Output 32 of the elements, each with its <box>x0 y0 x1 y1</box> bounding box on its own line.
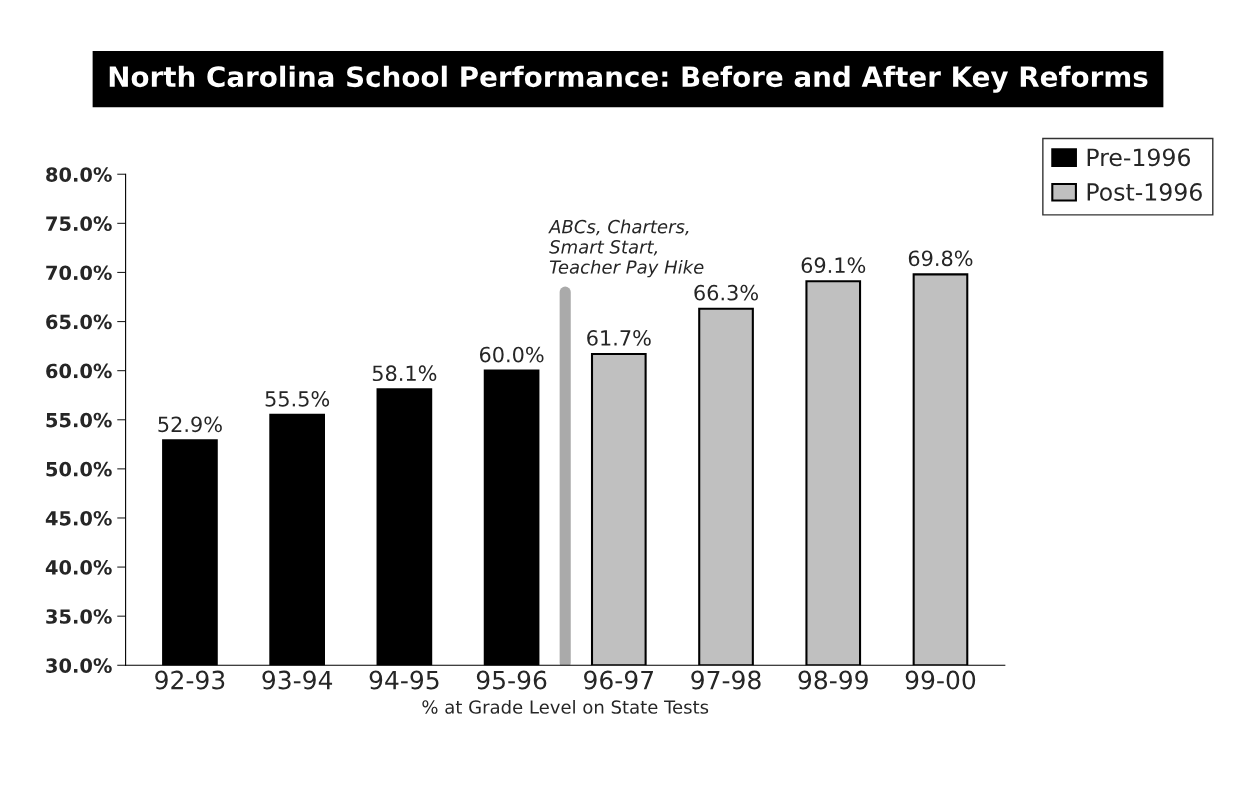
y-tick-label: 80.0% <box>46 167 112 182</box>
data-label: 52.9% <box>158 416 222 433</box>
y-tick-label: 50.0% <box>46 461 112 477</box>
legend-label: Post-1996 <box>1087 183 1202 201</box>
y-tick-label: 45.0% <box>45 510 112 526</box>
y-tick-label: 70.0% <box>46 265 112 281</box>
x-tick-label: 96-97 <box>584 670 653 690</box>
y-tick-label: 65.0% <box>46 314 112 330</box>
data-label: 55.5% <box>265 390 330 407</box>
data-label: 60.0% <box>479 346 544 363</box>
x-tick-label: 94-95 <box>369 670 439 690</box>
y-tick-label: 55.0% <box>46 412 112 428</box>
data-label: 69.8% <box>908 250 973 267</box>
y-tick-label: 60.0% <box>46 363 112 379</box>
x-tick-label: 99-00 <box>905 670 976 690</box>
x-tick-label: 95-96 <box>476 670 547 690</box>
y-tick-label: 30.0% <box>46 658 112 673</box>
data-label: 61.7% <box>587 330 651 346</box>
y-tick-label: 40.0% <box>45 560 112 575</box>
data-label: 66.3% <box>694 284 758 301</box>
x-tick-label: 92-93 <box>155 670 225 690</box>
y-tick-label: 75.0% <box>46 216 112 232</box>
data-label: 69.1% <box>801 257 866 274</box>
x-tick-label: 97-98 <box>691 670 761 690</box>
chart-title: North Carolina School Performance: Before and After Key Reforms <box>109 65 1148 93</box>
x-tick-label: 93-94 <box>262 670 333 690</box>
x-axis-title: % at Grade Level on State Tests <box>422 699 709 714</box>
y-tick-label: 35.0% <box>46 609 112 624</box>
x-tick-label: 98-99 <box>798 670 868 690</box>
data-label: 58.1% <box>372 365 437 382</box>
legend-label: Pre-1996 <box>1087 148 1191 167</box>
annotation: ABCs, Charters, Smart Start, Teacher Pay Hike <box>548 219 704 278</box>
